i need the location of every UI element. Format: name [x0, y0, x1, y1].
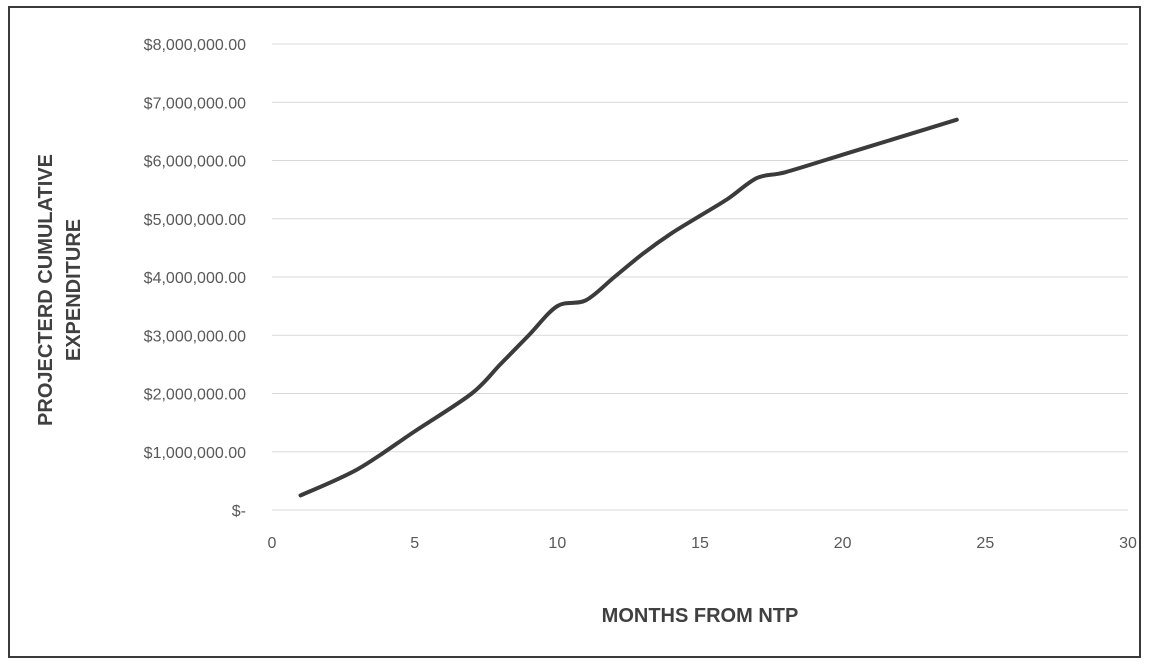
x-tick-label-5: 25	[976, 535, 994, 552]
x-axis-tick-labels: 0 5 10 15 20 25 30	[268, 535, 1137, 552]
y-axis-tick-labels: $- $1,000,000.00 $2,000,000.00 $3,000,000.0…	[144, 37, 246, 520]
x-tick-label-4: 20	[834, 535, 852, 552]
y-tick-label-3: $3,000,000.00	[144, 328, 246, 345]
x-tick-label-1: 5	[410, 535, 419, 552]
y-axis-title-line-2: EXPENDITURE	[63, 219, 85, 361]
x-axis-title: MONTHS FROM NTP	[602, 605, 799, 627]
y-tick-label-6: $6,000,000.00	[144, 154, 246, 171]
y-tick-label-1: $1,000,000.00	[144, 445, 246, 462]
y-tick-label-8: $8,000,000.00	[144, 37, 246, 54]
x-tick-label-6: 30	[1119, 535, 1137, 552]
cumulative-expenditure-line	[298, 117, 959, 498]
y-tick-label-0: $-	[232, 503, 246, 520]
gridlines	[272, 43, 1128, 511]
chart-frame	[8, 6, 1141, 658]
y-tick-label-4: $4,000,000.00	[144, 270, 246, 287]
y-tick-label-5: $5,000,000.00	[144, 212, 246, 229]
y-axis-title: PROJECTERD CUMULATIVE EXPENDITURE	[35, 154, 85, 426]
x-tick-label-0: 0	[268, 535, 277, 552]
y-axis-title-line-1: PROJECTERD CUMULATIVE	[35, 154, 57, 426]
y-tick-label-7: $7,000,000.00	[144, 95, 246, 112]
x-tick-label-2: 10	[548, 535, 566, 552]
y-tick-label-2: $2,000,000.00	[144, 387, 246, 404]
x-tick-label-3: 15	[691, 535, 709, 552]
